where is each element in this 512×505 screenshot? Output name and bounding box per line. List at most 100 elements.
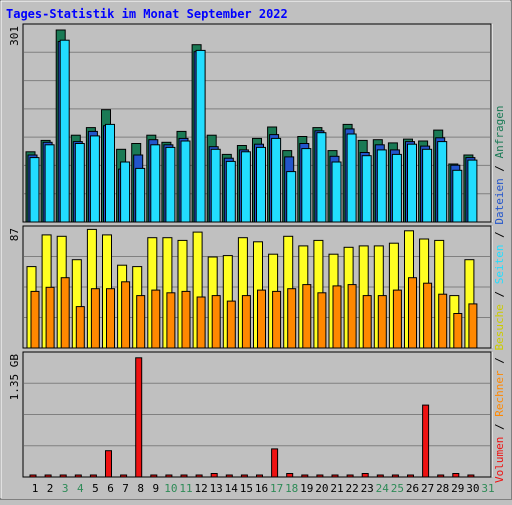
chart-title: Tages-Statistik im Monat September 2022 xyxy=(6,7,288,21)
day-label-13: 13 xyxy=(210,482,223,495)
bar-seiten-day-1 xyxy=(29,157,40,223)
bar-volumen-day-17 xyxy=(271,448,279,478)
legend-anfragen: Anfragen xyxy=(493,105,506,158)
panel-2: 87 xyxy=(8,225,493,349)
bar-volumen-day-23 xyxy=(361,473,369,478)
bar-volumen-day-29 xyxy=(452,473,460,478)
day-label-31: 31 xyxy=(481,482,494,495)
day-label-22: 22 xyxy=(345,482,358,495)
bar-rechner-day-18 xyxy=(287,288,297,349)
bar-rechner-day-16 xyxy=(257,289,266,349)
bar-volumen-day-16 xyxy=(256,474,263,478)
legend-separator: / xyxy=(493,417,506,437)
legend-volumen: Volumen xyxy=(493,437,506,483)
bar-seiten-day-21 xyxy=(331,161,342,223)
y-axis-max-label: 87 xyxy=(8,228,21,241)
bar-seiten-day-13 xyxy=(210,148,221,223)
y-axis-max-label: 301 xyxy=(8,26,21,46)
bar-rechner-day-28 xyxy=(438,293,448,349)
day-label-19: 19 xyxy=(300,482,313,495)
right-legend: Volumen / Rechner / Besuche / Seiten / D… xyxy=(493,105,506,483)
day-label-3: 3 xyxy=(62,482,69,495)
day-label-18: 18 xyxy=(285,482,298,495)
day-label-12: 12 xyxy=(194,482,207,495)
bar-volumen-day-30 xyxy=(467,474,475,478)
bar-volumen-day-26 xyxy=(407,474,414,478)
bar-rechner-day-14 xyxy=(226,300,236,349)
bar-seiten-day-4 xyxy=(74,143,85,223)
legend-seiten: Seiten xyxy=(493,245,506,285)
bar-seiten-day-11 xyxy=(180,140,191,223)
bar-seiten-day-25 xyxy=(391,153,402,223)
panel-1: 301 xyxy=(8,23,493,223)
bar-volumen-day-8 xyxy=(135,357,143,478)
day-label-24: 24 xyxy=(376,482,390,495)
bar-volumen-day-1 xyxy=(29,474,37,478)
bar-seiten-day-5 xyxy=(89,135,100,223)
bar-seiten-day-19 xyxy=(301,148,312,223)
bar-rechner-day-19 xyxy=(302,284,312,349)
bar-seiten-day-3 xyxy=(59,39,70,223)
legend-besuche: Besuche xyxy=(493,304,506,350)
bar-rechner-day-23 xyxy=(362,295,372,349)
bar-rechner-day-4 xyxy=(75,306,85,349)
bar-rechner-day-30 xyxy=(468,303,478,349)
bar-seiten-day-10 xyxy=(165,146,176,223)
bar-seiten-day-30 xyxy=(467,159,478,223)
day-label-4: 4 xyxy=(77,482,84,495)
bar-volumen-day-6 xyxy=(105,450,112,478)
legend-separator: / xyxy=(493,225,506,245)
bar-rechner-day-20 xyxy=(317,292,327,349)
bar-volumen-day-21 xyxy=(331,474,339,478)
bar-volumen-day-9 xyxy=(150,474,158,478)
bar-rechner-day-1 xyxy=(30,290,40,349)
bar-volumen-day-20 xyxy=(316,474,324,478)
day-label-21: 21 xyxy=(330,482,343,495)
legend-separator: / xyxy=(493,351,506,371)
day-label-28: 28 xyxy=(436,482,449,495)
bar-rechner-day-11 xyxy=(181,290,191,349)
bar-rechner-day-8 xyxy=(136,295,146,349)
bar-rechner-day-6 xyxy=(106,288,115,349)
day-label-2: 2 xyxy=(47,482,54,495)
bar-seiten-day-22 xyxy=(346,133,357,223)
legend-separator: / xyxy=(493,158,506,178)
bar-volumen-day-27 xyxy=(422,404,430,478)
day-label-7: 7 xyxy=(122,482,129,495)
bar-seiten-day-18 xyxy=(286,171,297,223)
bar-seiten-day-8 xyxy=(135,167,146,223)
bar-rechner-day-17 xyxy=(272,290,282,349)
bar-seiten-day-26 xyxy=(407,143,417,223)
day-label-20: 20 xyxy=(315,482,328,495)
bar-seiten-day-6 xyxy=(105,123,115,223)
bar-volumen-day-24 xyxy=(376,474,384,478)
bar-rechner-day-10 xyxy=(166,292,176,349)
bar-rechner-day-27 xyxy=(423,282,433,349)
chart-panels: 301 87 1.35 GB xyxy=(8,23,493,478)
bar-seiten-day-29 xyxy=(452,169,463,223)
bar-volumen-day-2 xyxy=(44,474,52,478)
bar-volumen-day-25 xyxy=(391,474,399,478)
day-label-26: 26 xyxy=(406,482,419,495)
bar-rechner-day-24 xyxy=(377,295,387,349)
bar-rechner-day-3 xyxy=(60,277,70,349)
bar-seiten-day-16 xyxy=(256,146,266,223)
day-label-17: 17 xyxy=(270,482,283,495)
bar-volumen-day-11 xyxy=(180,474,188,478)
bar-rechner-day-7 xyxy=(121,281,131,349)
legend-rechner: Rechner xyxy=(493,370,506,417)
bar-volumen-day-10 xyxy=(165,474,173,478)
bar-volumen-day-19 xyxy=(301,474,309,478)
bar-volumen-day-12 xyxy=(195,474,203,478)
day-label-8: 8 xyxy=(137,482,144,495)
day-label-5: 5 xyxy=(92,482,99,495)
bar-volumen-day-5 xyxy=(89,474,97,478)
day-label-27: 27 xyxy=(421,482,434,495)
bar-rechner-day-5 xyxy=(90,288,100,349)
day-axis: 1 2 3 4 5 6 7 8 9 10 11 12 13 14 15 16 17 18 19 20 21 22 23 24 2… xyxy=(32,482,495,495)
day-label-11: 11 xyxy=(179,482,192,495)
day-label-25: 25 xyxy=(391,482,404,495)
bar-rechner-day-29 xyxy=(453,313,463,349)
